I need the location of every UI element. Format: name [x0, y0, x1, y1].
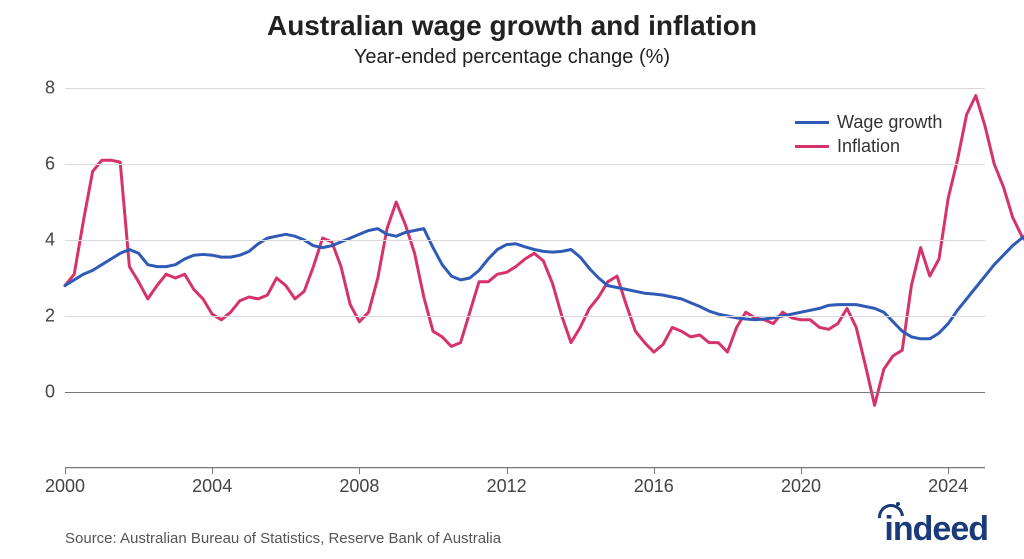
x-axis-tick [65, 468, 66, 474]
title-block: Australian wage growth and inflation Yea… [0, 0, 1024, 69]
chart-container: Australian wage growth and inflation Yea… [0, 0, 1024, 559]
legend-label-wage-growth: Wage growth [837, 110, 945, 134]
legend-swatch-wage-growth [795, 121, 829, 124]
y-axis-label: 2 [45, 306, 55, 327]
y-axis-label: 8 [45, 78, 55, 99]
legend-swatch-inflation [795, 145, 829, 148]
y-gridline [65, 316, 985, 317]
logo-dot-icon [896, 502, 900, 506]
y-axis-label: 0 [45, 382, 55, 403]
x-axis-tick [801, 468, 802, 474]
source-note: Source: Australian Bureau of Statistics,… [65, 530, 501, 547]
x-axis-label: 2024 [928, 476, 968, 497]
x-axis-label: 2008 [339, 476, 379, 497]
x-axis-label: 2016 [634, 476, 674, 497]
y-axis-label: 4 [45, 230, 55, 251]
y-gridline [65, 164, 985, 165]
indeed-logo: indeed [884, 510, 988, 549]
plot-area: Wage growth Inflation 024682000200420082… [65, 88, 985, 468]
line-wage-growth [65, 229, 1024, 339]
chart-title: Australian wage growth and inflation [0, 10, 1024, 42]
x-axis-label: 2020 [781, 476, 821, 497]
x-axis-tick [654, 468, 655, 474]
x-axis-label: 2000 [45, 476, 85, 497]
y-gridline [65, 240, 985, 241]
y-axis-label: 6 [45, 154, 55, 175]
y-gridline [65, 468, 985, 469]
x-axis-tick [359, 468, 360, 474]
x-axis-tick [212, 468, 213, 474]
legend-label-inflation: Inflation [837, 134, 945, 158]
x-axis-label: 2012 [487, 476, 527, 497]
legend-item-wage-growth: Wage growth [795, 110, 945, 134]
chart-subtitle: Year-ended percentage change (%) [0, 46, 1024, 69]
legend-item-inflation: Inflation [795, 134, 945, 158]
zero-gridline [65, 392, 985, 393]
legend: Wage growth Inflation [795, 110, 945, 159]
y-gridline [65, 88, 985, 89]
x-axis-tick [948, 468, 949, 474]
x-axis-tick [507, 468, 508, 474]
x-axis-label: 2004 [192, 476, 232, 497]
